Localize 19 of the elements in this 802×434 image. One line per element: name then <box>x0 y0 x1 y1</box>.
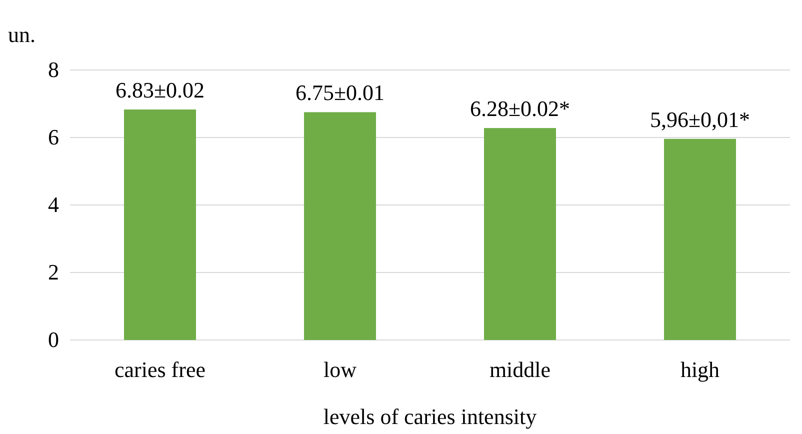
data-label: 6.83±0.02 <box>115 77 205 102</box>
y-tick-label: 2 <box>48 260 59 285</box>
y-tick-label: 4 <box>48 192 59 218</box>
x-tick-label: high <box>680 357 720 382</box>
bar <box>664 138 736 340</box>
y-tick-label: 6 <box>48 124 59 150</box>
bar <box>484 128 556 340</box>
bar <box>304 112 376 340</box>
x-axis-title: levels of caries intensity <box>323 404 537 429</box>
x-tick-label: middle <box>489 357 551 382</box>
x-tick-label: low <box>324 357 357 382</box>
data-label: 6.75±0.01 <box>295 80 385 106</box>
bar <box>124 109 196 340</box>
x-tick-label: caries free <box>114 357 206 382</box>
y-tick-label: 8 <box>48 57 59 82</box>
y-tick-label: 0 <box>48 327 59 352</box>
data-label: 6.28±0.02* <box>470 96 570 122</box>
data-label: 5,96±0,01* <box>650 106 750 132</box>
y-axis-title: un. <box>8 22 36 47</box>
